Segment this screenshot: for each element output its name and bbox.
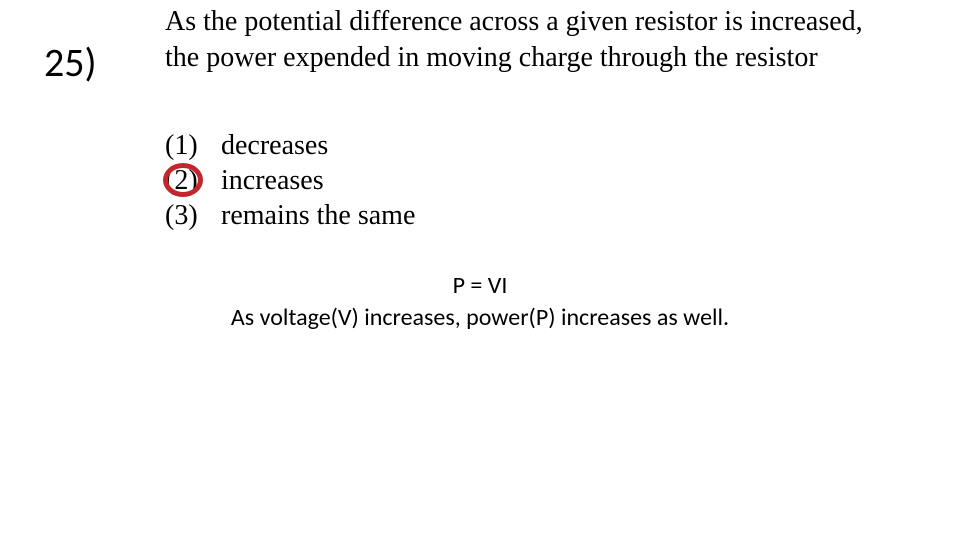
- choice-1-text: decreases: [221, 128, 328, 163]
- explanation-block: P = VI As voltage(V) increases, power(P)…: [0, 270, 960, 335]
- choice-2-text: increases: [221, 163, 324, 198]
- question-number: 25): [44, 38, 97, 87]
- choice-2-number: (2): [165, 163, 221, 198]
- choice-3: (3) remains the same: [165, 198, 415, 233]
- page: 25) As the potential difference across a…: [0, 0, 960, 540]
- explanation-text: As voltage(V) increases, power(P) increa…: [0, 302, 960, 334]
- choice-2: (2) increases: [165, 163, 415, 198]
- question-stem: As the potential difference across a giv…: [165, 4, 865, 76]
- choice-3-text: remains the same: [221, 198, 415, 233]
- answer-choices: (1) decreases (2) increases (3) remains …: [165, 128, 415, 233]
- explanation-formula: P = VI: [0, 270, 960, 302]
- choice-1-number: (1): [165, 128, 221, 163]
- choice-3-number: (3): [165, 198, 221, 233]
- choice-1: (1) decreases: [165, 128, 415, 163]
